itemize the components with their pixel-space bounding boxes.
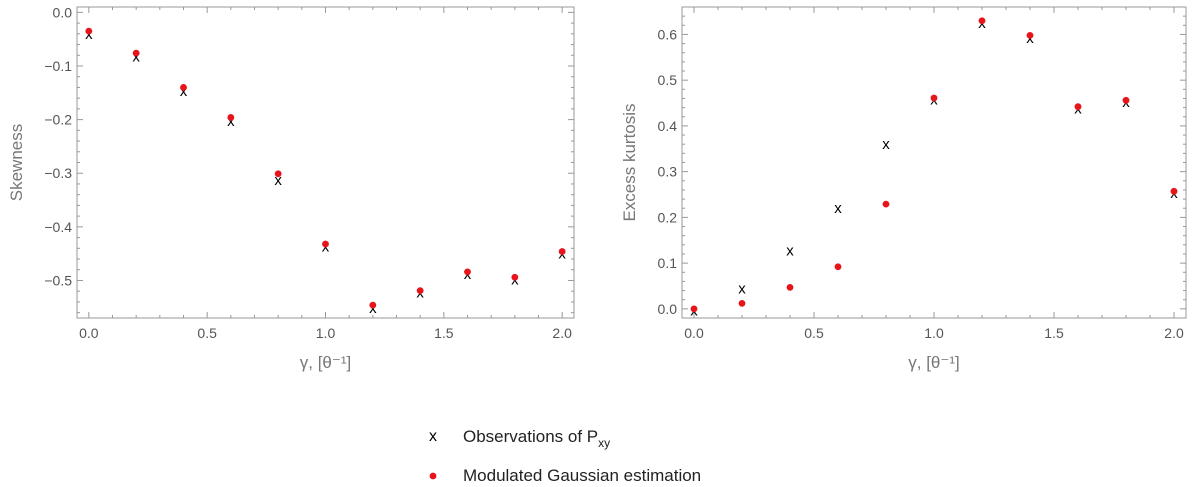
y-tick-label: 0.2 <box>658 209 678 225</box>
estimation-point <box>132 49 140 57</box>
y-tick-label: 0.3 <box>658 164 678 180</box>
x-tick-label: 2.0 <box>1164 325 1184 341</box>
estimation-point <box>511 273 519 281</box>
observation-point: x <box>738 280 746 297</box>
estimation-point <box>930 94 938 102</box>
x-axis-title: γ, [θ⁻¹] <box>908 353 959 372</box>
estimation-point <box>227 114 235 121</box>
observation-point: x <box>274 172 282 189</box>
estimation-point <box>180 84 187 91</box>
y-tick-label: 0.0 <box>53 4 73 20</box>
estimation-point <box>369 301 377 309</box>
y-tick-label: 0.0 <box>658 301 678 317</box>
x-tick-label: 1.0 <box>316 325 336 341</box>
x-tick-label: 0.0 <box>79 325 99 341</box>
estimation-point <box>464 268 471 276</box>
y-tick-label: 0.6 <box>658 26 678 42</box>
estimation-point <box>738 299 746 307</box>
estimation-point <box>1074 103 1082 111</box>
estimation-point <box>558 248 566 255</box>
estimation-point <box>834 263 842 271</box>
legend-marker-dot <box>429 472 437 480</box>
x-tick-label: 2.0 <box>552 325 572 341</box>
y-tick-label: 0.5 <box>658 72 678 88</box>
observation-point: x <box>786 242 794 259</box>
legend-label-estimation: Modulated Gaussian estimation <box>463 466 701 485</box>
observation-point: x <box>132 48 140 65</box>
estimation-point <box>85 27 93 35</box>
estimation-point <box>322 240 329 248</box>
legend-marker-x: x <box>429 428 437 445</box>
y-tick-label: −0.3 <box>44 165 72 181</box>
y-tick-label: 0.4 <box>658 118 678 134</box>
observation-point: x <box>227 113 235 130</box>
x-tick-label: 1.5 <box>1044 325 1064 341</box>
x-tick-label: 0.0 <box>684 325 704 341</box>
legend-label-observations: Observations of Pxy <box>463 427 610 450</box>
estimation-point <box>274 170 282 178</box>
skewness-chart: 0.0 0.5 1.0 1.5 2.0 0.0 −0.1 −0.2 −0.3 −0.4 −0.5 γ,… <box>7 4 575 372</box>
estimation-point <box>1026 31 1034 39</box>
y-tick-label: −0.2 <box>44 112 72 128</box>
y-axis-title: Excess kurtosis <box>620 103 639 221</box>
y-tick-label: −0.5 <box>44 272 72 288</box>
x-tick-label: 0.5 <box>804 325 824 341</box>
observation-point: x <box>882 136 890 153</box>
estimation-point <box>690 305 698 313</box>
estimation-point <box>882 200 890 208</box>
x-tick-label: 1.0 <box>924 325 944 341</box>
estimation-point <box>1122 96 1130 104</box>
y-tick-label: −0.1 <box>44 58 72 74</box>
excess-kurtosis-chart: 0.0 0.5 1.0 1.5 2.0 0.0 0.1 0.2 0.3 0.4 0.5 0.6 γ, [… <box>620 6 1187 372</box>
observation-point: x <box>834 200 842 217</box>
estimation-point <box>416 287 424 295</box>
y-axis-title: Skewness <box>7 124 26 201</box>
y-tick-label: −0.4 <box>44 219 72 235</box>
legend: x Observations of Pxy Modulated Gaussian… <box>429 427 701 485</box>
estimation-point <box>1170 187 1178 195</box>
x-tick-label: 1.5 <box>434 325 454 341</box>
observation-point: x <box>180 83 188 100</box>
y-tick-label: 0.1 <box>658 255 678 271</box>
x-tick-label: 0.5 <box>197 325 217 341</box>
plot-frame <box>76 6 575 319</box>
plot-frame <box>681 6 1187 319</box>
x-axis-title: γ, [θ⁻¹] <box>300 353 351 372</box>
estimation-point <box>978 17 986 25</box>
estimation-point <box>786 283 794 291</box>
